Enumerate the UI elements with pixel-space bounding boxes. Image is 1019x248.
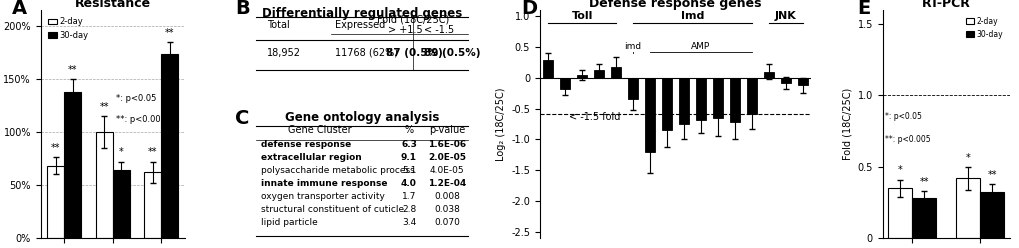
Text: **: ** (165, 28, 174, 37)
Text: 87 (0.5%): 87 (0.5%) (385, 48, 442, 58)
Text: E: E (856, 0, 869, 18)
Text: 89 (0.5%): 89 (0.5%) (424, 48, 480, 58)
Y-axis label: Fold (18C/25C): Fold (18C/25C) (842, 88, 851, 160)
Text: **: ** (918, 177, 928, 187)
Text: oxygen transporter activity: oxygen transporter activity (261, 192, 384, 201)
Text: **: p<0.005: **: p<0.005 (115, 115, 165, 124)
Text: *: * (965, 153, 970, 162)
Text: C: C (235, 109, 250, 128)
Bar (911, 198, 935, 238)
Bar (145, 172, 161, 238)
Text: Expressed: Expressed (334, 20, 385, 30)
Title: Defense response genes: Defense response genes (589, 0, 761, 10)
Text: Differentially regulated genes: Differentially regulated genes (262, 7, 462, 20)
Text: > +1.5: > +1.5 (387, 25, 422, 35)
Text: lipid particle: lipid particle (261, 218, 317, 227)
Bar (746, 78, 756, 114)
Bar (64, 92, 82, 238)
Text: **: p<0.005: **: p<0.005 (884, 135, 930, 144)
Text: 11768 (62%): 11768 (62%) (334, 48, 397, 58)
Text: defense response: defense response (261, 140, 351, 149)
Bar (47, 166, 64, 238)
Bar (729, 78, 739, 122)
Text: A: A (12, 0, 28, 18)
Bar (797, 78, 807, 85)
Text: imd: imd (624, 42, 641, 51)
Text: 0.038: 0.038 (434, 205, 460, 214)
Text: Imd: Imd (680, 11, 703, 21)
Text: *: * (119, 147, 123, 157)
Bar (695, 78, 705, 120)
Text: JNK: JNK (774, 11, 796, 21)
Text: AMP: AMP (691, 42, 710, 51)
Title: RT-PCR: RT-PCR (921, 0, 970, 10)
Text: 1.2E-04: 1.2E-04 (428, 179, 466, 188)
Text: Total: Total (267, 20, 289, 30)
Text: polysaccharide metabolic process: polysaccharide metabolic process (261, 166, 414, 175)
Bar (628, 78, 638, 99)
Text: %: % (404, 125, 413, 135)
Text: 5.1: 5.1 (401, 166, 416, 175)
Bar (161, 55, 178, 238)
Text: 1.6E-06: 1.6E-06 (428, 140, 466, 149)
Text: innate immune response: innate immune response (261, 179, 387, 188)
Text: **: ** (51, 143, 60, 153)
Y-axis label: Log₂ (18C/25C): Log₂ (18C/25C) (495, 87, 505, 161)
Bar (888, 188, 911, 238)
Bar (780, 78, 790, 83)
Bar (610, 67, 621, 78)
Text: 2.0E-05: 2.0E-05 (428, 153, 466, 162)
Text: 0.008: 0.008 (434, 192, 460, 201)
Text: 4.0E-05: 4.0E-05 (429, 166, 464, 175)
Text: Gene Cluster: Gene Cluster (288, 125, 352, 135)
Text: *: * (897, 165, 902, 175)
Legend: 2-day, 30-day: 2-day, 30-day (45, 14, 92, 43)
Text: **: ** (986, 170, 996, 180)
Text: 1.7: 1.7 (401, 192, 416, 201)
Text: 6.3: 6.3 (400, 140, 417, 149)
Text: < -1.5: < -1.5 (424, 25, 453, 35)
Text: **: ** (100, 102, 109, 112)
Text: extracellular region: extracellular region (261, 153, 361, 162)
Bar (712, 78, 722, 118)
Text: 18,952: 18,952 (267, 48, 301, 58)
Text: B: B (235, 0, 250, 18)
Bar (577, 75, 587, 78)
Bar (661, 78, 672, 130)
Text: Toll: Toll (571, 11, 592, 21)
Text: 3.4: 3.4 (401, 218, 416, 227)
Bar (644, 78, 654, 152)
Text: *: p<0.05: *: p<0.05 (115, 94, 156, 103)
Text: Gene ontology analysis: Gene ontology analysis (285, 111, 439, 124)
Text: Fold (18C/25C): Fold (18C/25C) (377, 15, 449, 25)
Legend: 2-day, 30-day: 2-day, 30-day (962, 14, 1005, 42)
Text: *: p<0.05: *: p<0.05 (884, 112, 921, 122)
Bar (543, 61, 553, 78)
Text: 4.0: 4.0 (400, 179, 417, 188)
Text: 2.8: 2.8 (401, 205, 416, 214)
Bar (594, 70, 603, 78)
Bar (763, 72, 773, 78)
Bar (679, 78, 689, 124)
Text: **: ** (68, 65, 77, 75)
Text: structural constituent of cuticle: structural constituent of cuticle (261, 205, 404, 214)
Text: D: D (521, 0, 537, 18)
Text: p-value: p-value (429, 125, 465, 135)
Text: **: ** (148, 147, 157, 157)
Title: Stress
Resistance: Stress Resistance (74, 0, 151, 10)
Text: 9.1: 9.1 (400, 153, 417, 162)
Bar (96, 132, 113, 238)
Text: < -1.5 fold: < -1.5 fold (569, 112, 620, 122)
Bar (113, 170, 129, 238)
Bar (979, 192, 1003, 238)
Bar (559, 78, 570, 89)
Text: 0.070: 0.070 (434, 218, 460, 227)
Bar (956, 178, 979, 238)
